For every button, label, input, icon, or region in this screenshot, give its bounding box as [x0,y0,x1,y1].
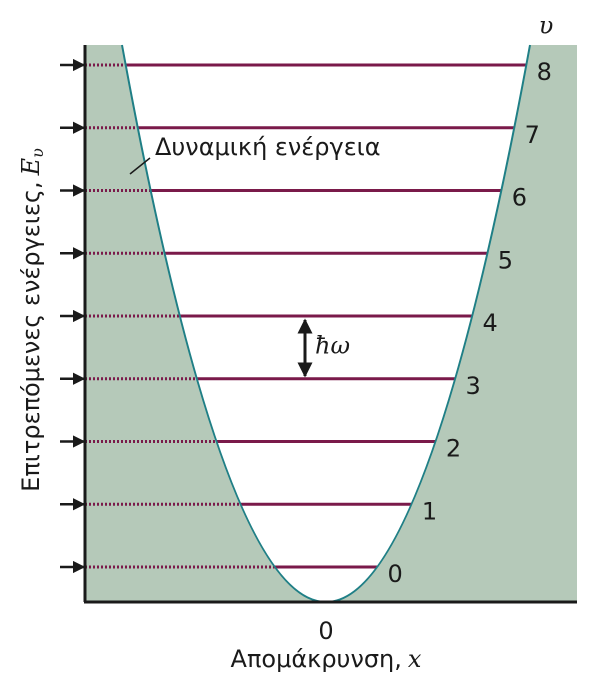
leader-line [129,157,151,175]
level-label: 1 [422,497,437,525]
quantum-number-header: υ [539,12,554,40]
level-label: 2 [446,435,461,463]
curve-label: Δυναμική ενέργεια [155,133,381,161]
level-label: 0 [387,560,402,588]
y-axis-label: Επιτρεπόμενες ενέργειες,Eυ [17,148,47,492]
level-label: 4 [483,309,498,337]
level-label: 8 [537,58,552,86]
level-label: 6 [512,184,527,212]
x-tick-label: 0 [318,617,333,645]
level-label: 5 [498,246,513,274]
level-label: 3 [466,372,481,400]
x-axis-label: Απομάκρυνση, x [231,645,422,674]
spacing-label: ħω [315,332,350,360]
level-label: 7 [525,121,540,149]
